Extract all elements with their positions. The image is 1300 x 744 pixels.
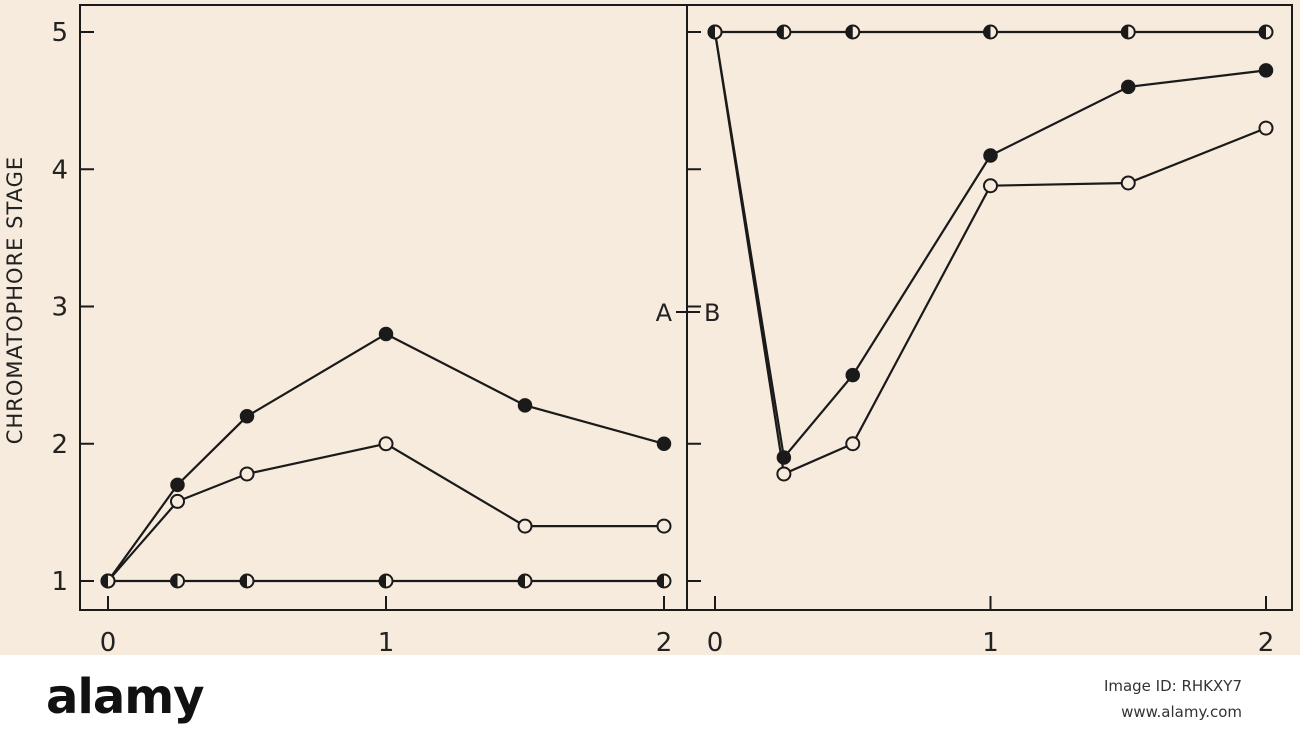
y-tick-label: 3 — [51, 293, 68, 323]
data-point-filled — [845, 367, 860, 383]
data-point-half-fill — [1259, 25, 1266, 39]
data-point-half-fill — [846, 25, 853, 39]
data-point-filled — [1121, 79, 1136, 95]
image-id-text: Image ID: RHKXY7 — [1103, 677, 1242, 695]
data-point-filled — [776, 450, 792, 465]
data-point-open — [1258, 120, 1274, 136]
series-line-filled — [713, 31, 1267, 461]
data-point-half-fill — [708, 25, 715, 39]
data-point-open — [239, 466, 255, 482]
x-tick-label: 2 — [656, 628, 673, 655]
data-point-half-fill — [1121, 25, 1129, 39]
data-point-open — [656, 518, 672, 534]
y-axis-title-group: CHROMATOPHORE STAGE — [3, 156, 27, 444]
data-point-filled — [983, 148, 998, 163]
panel-label-b: B — [704, 299, 720, 327]
footer-bar: alamy Image ID: RHKXY7 www.alamy.com — [0, 655, 1300, 744]
chart-svg: CHROMATOPHORE STAGE 1 2 3 4 5 0 1 2 A 0 1 2 B — [3, 4, 1293, 655]
x-tick-label: 1 — [378, 628, 395, 655]
chart-figure: CHROMATOPHORE STAGE 1 2 3 4 5 0 1 2 A 0 1 2 B — [0, 0, 1300, 655]
data-point-open — [845, 436, 861, 452]
data-point-filled — [239, 409, 255, 424]
y-tick-label: 5 — [51, 18, 68, 48]
data-point-half-fill — [657, 574, 664, 588]
x-tick-label: 0 — [707, 628, 724, 655]
series-line-open — [713, 31, 1267, 476]
x-tick-label: 0 — [100, 628, 117, 655]
data-point-half-fill — [171, 574, 178, 588]
data-point-filled — [1258, 63, 1274, 78]
data-point-half-fill — [101, 574, 108, 588]
data-point-open — [1120, 175, 1136, 191]
data-point-half-fill — [379, 574, 386, 588]
plot-frame-a — [79, 4, 688, 611]
data-point-open — [170, 493, 185, 509]
plot-frame-b — [686, 4, 1293, 611]
series-line-filled — [107, 332, 665, 582]
footer-url-link[interactable]: www.alamy.com — [1121, 703, 1242, 721]
x-tick-label: 1 — [982, 628, 999, 655]
panel-label-a: A — [656, 299, 673, 327]
x-tick-label: 2 — [1258, 628, 1275, 655]
data-point-open — [776, 466, 792, 482]
data-point-half-fill — [240, 574, 247, 588]
data-point-filled — [517, 398, 533, 413]
data-point-filled — [656, 436, 672, 451]
y-tick-label: 2 — [51, 430, 68, 460]
data-point-half-fill — [518, 574, 525, 588]
alamy-logo: alamy — [46, 669, 205, 725]
data-point-half-fill — [984, 25, 991, 39]
data-point-filled — [378, 326, 394, 342]
data-point-half-fill — [777, 25, 784, 39]
data-point-open — [378, 436, 394, 452]
y-axis-title: CHROMATOPHORE STAGE — [3, 156, 27, 444]
y-tick-label: 4 — [51, 155, 68, 185]
panel-b: 0 1 2 B — [686, 4, 1293, 655]
series-line-open — [107, 442, 664, 582]
data-point-open — [983, 178, 998, 194]
panel-a: 1 2 3 4 5 0 1 2 A — [51, 4, 700, 655]
y-tick-label: 1 — [51, 567, 68, 597]
data-point-filled — [170, 477, 185, 493]
data-point-open — [517, 518, 533, 534]
